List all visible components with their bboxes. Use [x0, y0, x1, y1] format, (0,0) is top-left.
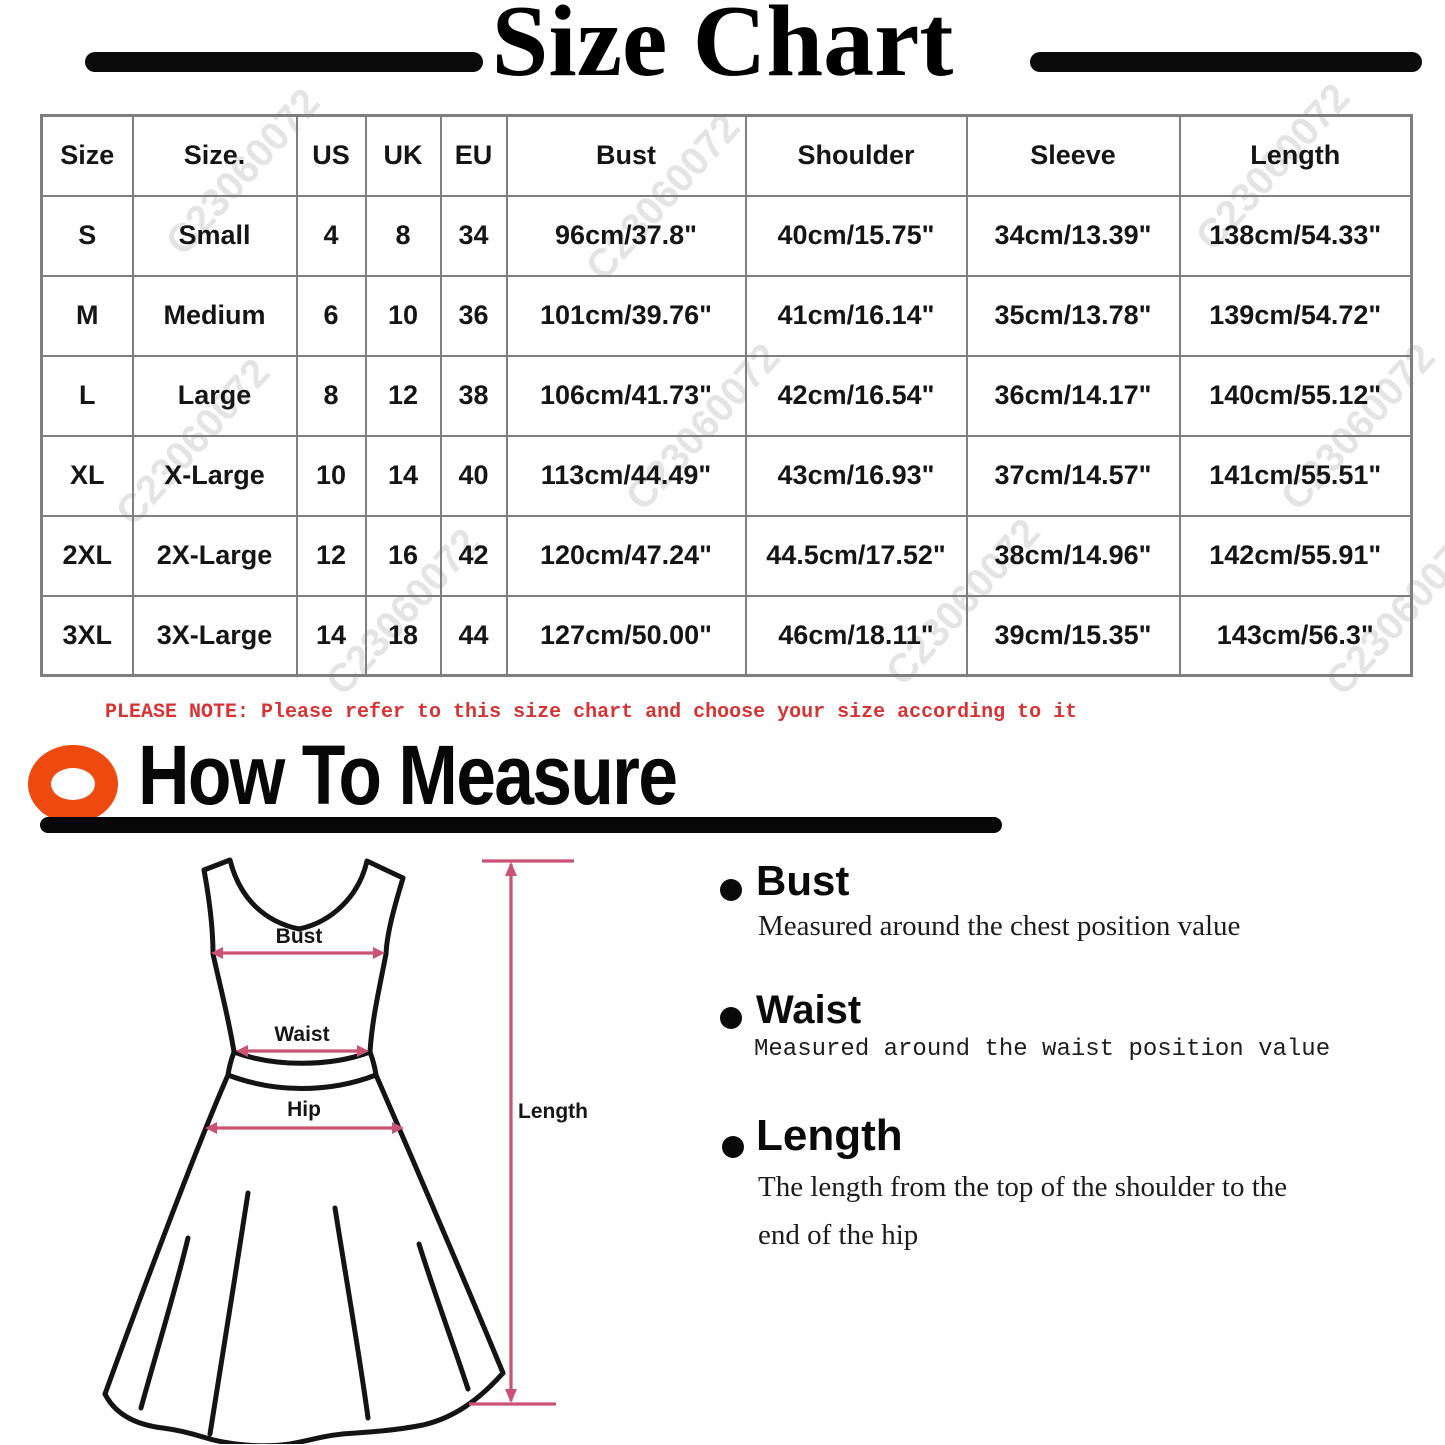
table-cell: 12	[364, 354, 442, 437]
table-cell: 36cm/14.17"	[965, 354, 1181, 437]
table-cell: 10	[364, 274, 442, 357]
table-row: 3XL 3X-Large 14 18 44 127cm/50.00" 46cm/18.11"…	[40, 594, 1413, 677]
table-cell: X-Large	[131, 434, 298, 517]
table-cell: 2X-Large	[131, 514, 298, 597]
table-cell: L	[40, 354, 134, 437]
table-cell: 16	[364, 514, 442, 597]
size-table: Size Size. US UK EU Bust Shoulder Sleeve…	[40, 114, 1413, 677]
table-cell: 139cm/54.72"	[1178, 274, 1413, 357]
table-cell: 40	[439, 434, 508, 517]
table-row: L Large 8 12 38 106cm/41.73" 42cm/16.54" 36cm/1…	[40, 354, 1413, 437]
table-cell: 44.5cm/17.52"	[744, 514, 968, 597]
column-header: UK	[364, 114, 442, 197]
bust-arrow	[211, 947, 385, 959]
column-header: Bust	[505, 114, 747, 197]
bullet-icon	[722, 1136, 744, 1158]
table-cell: 14	[364, 434, 442, 517]
table-cell: 41cm/16.14"	[744, 274, 968, 357]
ring-icon	[28, 745, 118, 823]
length-label: Length	[518, 1100, 588, 1123]
length-dimension-line	[469, 859, 574, 1406]
column-header: Shoulder	[744, 114, 968, 197]
table-cell: S	[40, 194, 134, 277]
page-title: Size Chart	[491, 0, 954, 98]
measure-item-length-description: The length from the top of the shoulder …	[758, 1171, 1288, 1251]
table-cell: 141cm/55.51"	[1178, 434, 1413, 517]
heading-underline	[40, 817, 1002, 833]
dress-diagram: Bust Waist Hip Length	[102, 857, 588, 1444]
table-cell: 142cm/55.91"	[1178, 514, 1413, 597]
bullet-icon	[720, 879, 742, 901]
hip-arrow	[205, 1122, 404, 1134]
bullet-icon	[720, 1007, 742, 1029]
table-cell: 3XL	[40, 594, 134, 677]
table-cell: 38	[439, 354, 508, 437]
table-row: M Medium 6 10 36 101cm/39.76" 41cm/16.14" 35cm/…	[40, 274, 1413, 357]
table-cell: 34cm/13.39"	[965, 194, 1181, 277]
table-cell: 4	[295, 194, 367, 277]
table-cell: 43cm/16.93"	[744, 434, 968, 517]
table-cell: 143cm/56.3"	[1178, 594, 1413, 677]
table-cell: 127cm/50.00"	[505, 594, 747, 677]
table-cell: 36	[439, 274, 508, 357]
table-cell: 106cm/41.73"	[505, 354, 747, 437]
table-cell: 6	[295, 274, 367, 357]
table-cell: 38cm/14.96"	[965, 514, 1181, 597]
table-cell: 18	[364, 594, 442, 677]
table-cell: 42cm/16.54"	[744, 354, 968, 437]
table-cell: Large	[131, 354, 298, 437]
table-cell: XL	[40, 434, 134, 517]
table-cell: 40cm/15.75"	[744, 194, 968, 277]
table-cell: M	[40, 274, 134, 357]
size-note: PLEASE NOTE: Please refer to this size c…	[105, 701, 1078, 724]
hip-label: Hip	[287, 1098, 321, 1121]
table-row: S Small 4 8 34 96cm/37.8" 40cm/15.75" 34cm/13.3…	[40, 194, 1413, 277]
table-row: XL X-Large 10 14 40 113cm/44.49" 43cm/16.93" 37…	[40, 434, 1413, 517]
table-cell: 2XL	[40, 514, 134, 597]
table-cell: 8	[295, 354, 367, 437]
measure-item-bust-description: Measured around the chest position value	[758, 910, 1241, 942]
table-cell: 39cm/15.35"	[965, 594, 1181, 677]
table-cell: 101cm/39.76"	[505, 274, 747, 357]
table-cell: 10	[295, 434, 367, 517]
table-cell: 44	[439, 594, 508, 677]
measure-item-bust-title: Bust	[756, 857, 850, 904]
waist-label: Waist	[274, 1023, 329, 1046]
measure-item-waist-description: Measured around the waist position value	[754, 1036, 1331, 1063]
table-cell: 46cm/18.11"	[744, 594, 968, 677]
dress-outline	[102, 857, 506, 1444]
measure-item-length-title: Length	[756, 1111, 903, 1160]
bust-label: Bust	[276, 925, 323, 948]
table-cell: 120cm/47.24"	[505, 514, 747, 597]
table-cell: 96cm/37.8"	[505, 194, 747, 277]
table-cell: Small	[131, 194, 298, 277]
table-cell: 8	[364, 194, 442, 277]
title-bar-right	[1030, 52, 1422, 72]
table-cell: Medium	[131, 274, 298, 357]
table-cell: 3X-Large	[131, 594, 298, 677]
how-to-measure-heading: How To Measure	[138, 728, 678, 822]
table-cell: 138cm/54.33"	[1178, 194, 1413, 277]
measure-item-waist-title: Waist	[756, 988, 862, 1032]
table-row: 2XL 2X-Large 12 16 42 120cm/47.24" 44.5cm/17.5…	[40, 514, 1413, 597]
size-table-body: S Small 4 8 34 96cm/37.8" 40cm/15.75" 34cm/13.3…	[40, 194, 1413, 677]
table-cell: 113cm/44.49"	[505, 434, 747, 517]
column-header: EU	[439, 114, 508, 197]
table-cell: 12	[295, 514, 367, 597]
title-bar-left	[85, 52, 483, 72]
column-header: Size	[40, 114, 134, 197]
table-header-row: Size Size. US UK EU Bust Shoulder Sleeve…	[40, 114, 1413, 197]
table-cell: 35cm/13.78"	[965, 274, 1181, 357]
table-cell: 34	[439, 194, 508, 277]
table-cell: 42	[439, 514, 508, 597]
waist-arrow	[236, 1045, 369, 1057]
column-header: Sleeve	[965, 114, 1181, 197]
table-cell: 140cm/55.12"	[1178, 354, 1413, 437]
table-cell: 37cm/14.57"	[965, 434, 1181, 517]
column-header: Size.	[131, 114, 298, 197]
table-cell: 14	[295, 594, 367, 677]
column-header: Length	[1178, 114, 1413, 197]
column-header: US	[295, 114, 367, 197]
